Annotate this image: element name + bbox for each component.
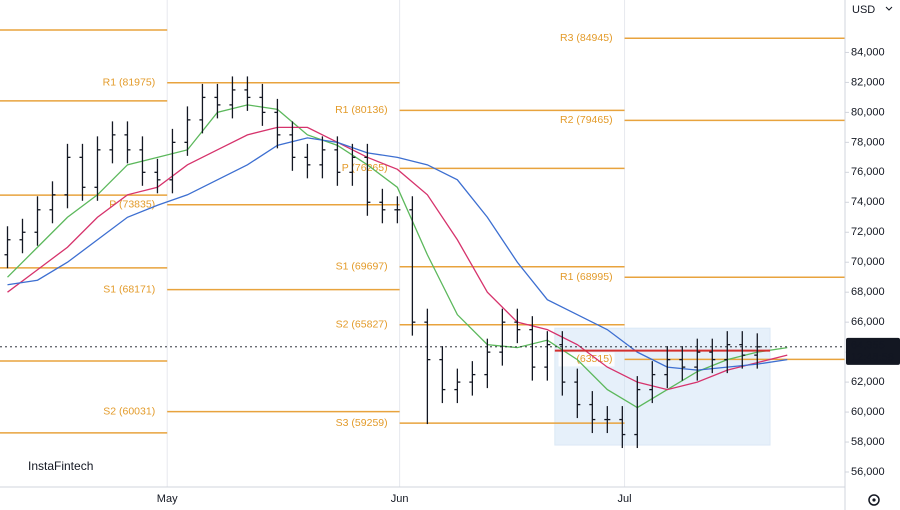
y-tick-label: 76,000 bbox=[851, 166, 885, 178]
last-price-box bbox=[846, 337, 900, 365]
y-tick-label: 70,000 bbox=[851, 256, 885, 268]
pivot-label-bg bbox=[333, 103, 390, 118]
brand: InstaFintech bbox=[28, 459, 93, 473]
last-price-label: 64,355 bbox=[851, 340, 885, 352]
brand-box bbox=[18, 449, 108, 484]
pivot-label-bg bbox=[558, 113, 615, 128]
plot-layer: R1 (81975) P (73835) S1 (68171) S2 (60031) R… bbox=[0, 0, 845, 487]
y-tick-label: 68,000 bbox=[851, 286, 885, 298]
pivot-label: S1 (68171) bbox=[103, 283, 155, 295]
currency-box[interactable] bbox=[846, 0, 900, 19]
pivot-label: R3 (84945) bbox=[560, 32, 613, 44]
pivot-label: P (76265) bbox=[342, 162, 388, 174]
last-price-time: 12:48:58 bbox=[851, 352, 894, 364]
pivot-label: (63515) bbox=[576, 353, 612, 365]
x-tick-label: Jun bbox=[391, 493, 409, 505]
volume-profile-area bbox=[554, 327, 771, 446]
settings-icon[interactable] bbox=[868, 494, 880, 506]
pivot-label: S2 (65827) bbox=[336, 319, 388, 331]
pivot-label-bg bbox=[333, 416, 390, 431]
y-tick-label: 84,000 bbox=[851, 46, 885, 58]
pivot-label-bg bbox=[101, 197, 158, 212]
pivot-label: S2 (60031) bbox=[103, 405, 155, 417]
y-tick-label: 72,000 bbox=[851, 226, 885, 238]
y-tick-label: 80,000 bbox=[851, 106, 885, 118]
y-tick-label: 56,000 bbox=[851, 466, 885, 478]
moving-average bbox=[7, 137, 788, 371]
moving-average bbox=[7, 104, 788, 409]
pivot-label-bg bbox=[101, 404, 158, 419]
pivot-label-bg bbox=[333, 161, 390, 176]
x-tick-label: Jul bbox=[618, 493, 632, 505]
pivot-label-bg bbox=[558, 31, 615, 46]
pivot-label-bg bbox=[333, 259, 390, 274]
y-tick-label: 62,000 bbox=[851, 376, 885, 388]
pivot-label-bg bbox=[558, 270, 615, 285]
y-tick-label: 78,000 bbox=[851, 136, 885, 148]
pivot-label-bg bbox=[101, 75, 158, 90]
pivot-label-bg bbox=[333, 317, 390, 332]
pivot-label-bg bbox=[101, 282, 158, 297]
pivot-label: P (73835) bbox=[109, 199, 155, 211]
currency[interactable]: USD bbox=[852, 4, 875, 16]
y-tick-label: 82,000 bbox=[851, 76, 885, 88]
moving-average bbox=[7, 126, 788, 391]
y-tick-label: 74,000 bbox=[851, 196, 885, 208]
y-tick-label: 60,000 bbox=[851, 406, 885, 418]
pivot-label: S3 (59259) bbox=[336, 417, 388, 429]
pivot-label: S1 (69697) bbox=[336, 261, 388, 273]
pivot-label: R2 (79465) bbox=[560, 114, 613, 126]
pivot-label: R1 (80136) bbox=[335, 104, 388, 116]
y-tick-label: 66,000 bbox=[851, 316, 885, 328]
pivot-label: R1 (68995) bbox=[560, 271, 613, 283]
pivot-label: R1 (81975) bbox=[103, 77, 156, 89]
y-tick-label: 58,000 bbox=[851, 436, 885, 448]
settings-icon-center bbox=[872, 498, 876, 502]
x-tick-label: May bbox=[157, 493, 178, 505]
currency-caret bbox=[885, 6, 893, 11]
